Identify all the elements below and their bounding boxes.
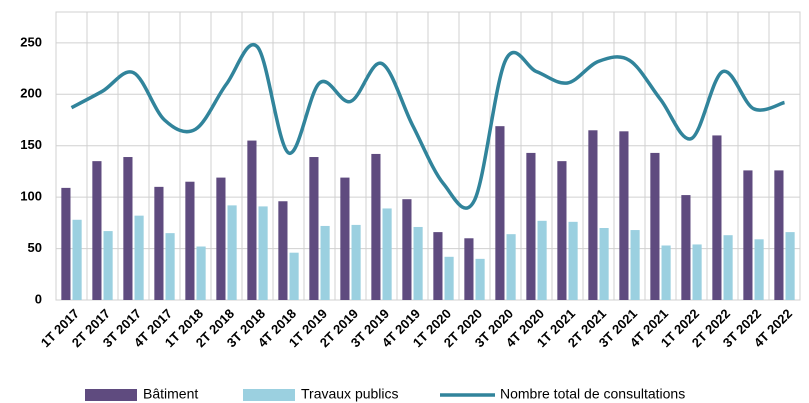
bar: [774, 170, 784, 300]
bar: [185, 181, 195, 300]
bar: [599, 228, 609, 300]
bar: [568, 221, 578, 300]
bar: [289, 252, 299, 300]
bar: [526, 152, 536, 300]
line: [70, 43, 786, 210]
legend-label: Bâtiment: [143, 386, 198, 402]
legend-swatch: [85, 389, 137, 401]
bar: [475, 258, 485, 300]
y-tick-label: 50: [28, 240, 42, 255]
bar: [413, 226, 423, 300]
bar: [382, 208, 392, 300]
bar: [785, 232, 795, 300]
bar: [619, 131, 629, 300]
bar: [433, 232, 443, 300]
y-tick-label: 250: [20, 34, 42, 49]
bar: [506, 234, 516, 300]
bar: [61, 187, 71, 300]
legend-label: Nombre total de consultations: [500, 386, 685, 402]
bar: [661, 245, 671, 300]
bar: [754, 239, 764, 300]
y-tick-label: 0: [35, 291, 42, 306]
bar: [320, 225, 330, 300]
bar: [537, 220, 547, 300]
bar: [92, 161, 102, 300]
bar: [154, 186, 164, 300]
y-tick-label: 200: [20, 86, 42, 101]
bar: [72, 219, 82, 300]
bar: [258, 206, 268, 300]
bar: [588, 130, 598, 300]
bar: [134, 215, 144, 300]
bar: [340, 177, 350, 300]
bar: [743, 170, 753, 300]
bar: [216, 177, 226, 300]
bar: [103, 231, 113, 300]
bar: [402, 199, 412, 300]
bar: [247, 140, 257, 300]
bar: [123, 157, 133, 300]
y-tick-label: 100: [20, 189, 42, 204]
bar: [712, 135, 722, 300]
bar: [630, 230, 640, 300]
bar: [309, 157, 319, 300]
bar: [557, 161, 567, 300]
bar: [723, 235, 733, 300]
y-tick-label: 150: [20, 137, 42, 152]
bar: [351, 224, 361, 300]
legend-label: Travaux publics: [301, 386, 399, 402]
bar: [650, 152, 660, 300]
bar: [165, 233, 175, 300]
bar: [196, 246, 206, 300]
bar: [278, 201, 288, 300]
bar: [227, 205, 237, 300]
bar: [692, 244, 702, 300]
bar: [371, 153, 381, 300]
bar: [464, 238, 474, 300]
bar: [681, 195, 691, 300]
bar: [495, 126, 505, 301]
bar: [444, 256, 454, 300]
legend-swatch: [243, 389, 295, 401]
